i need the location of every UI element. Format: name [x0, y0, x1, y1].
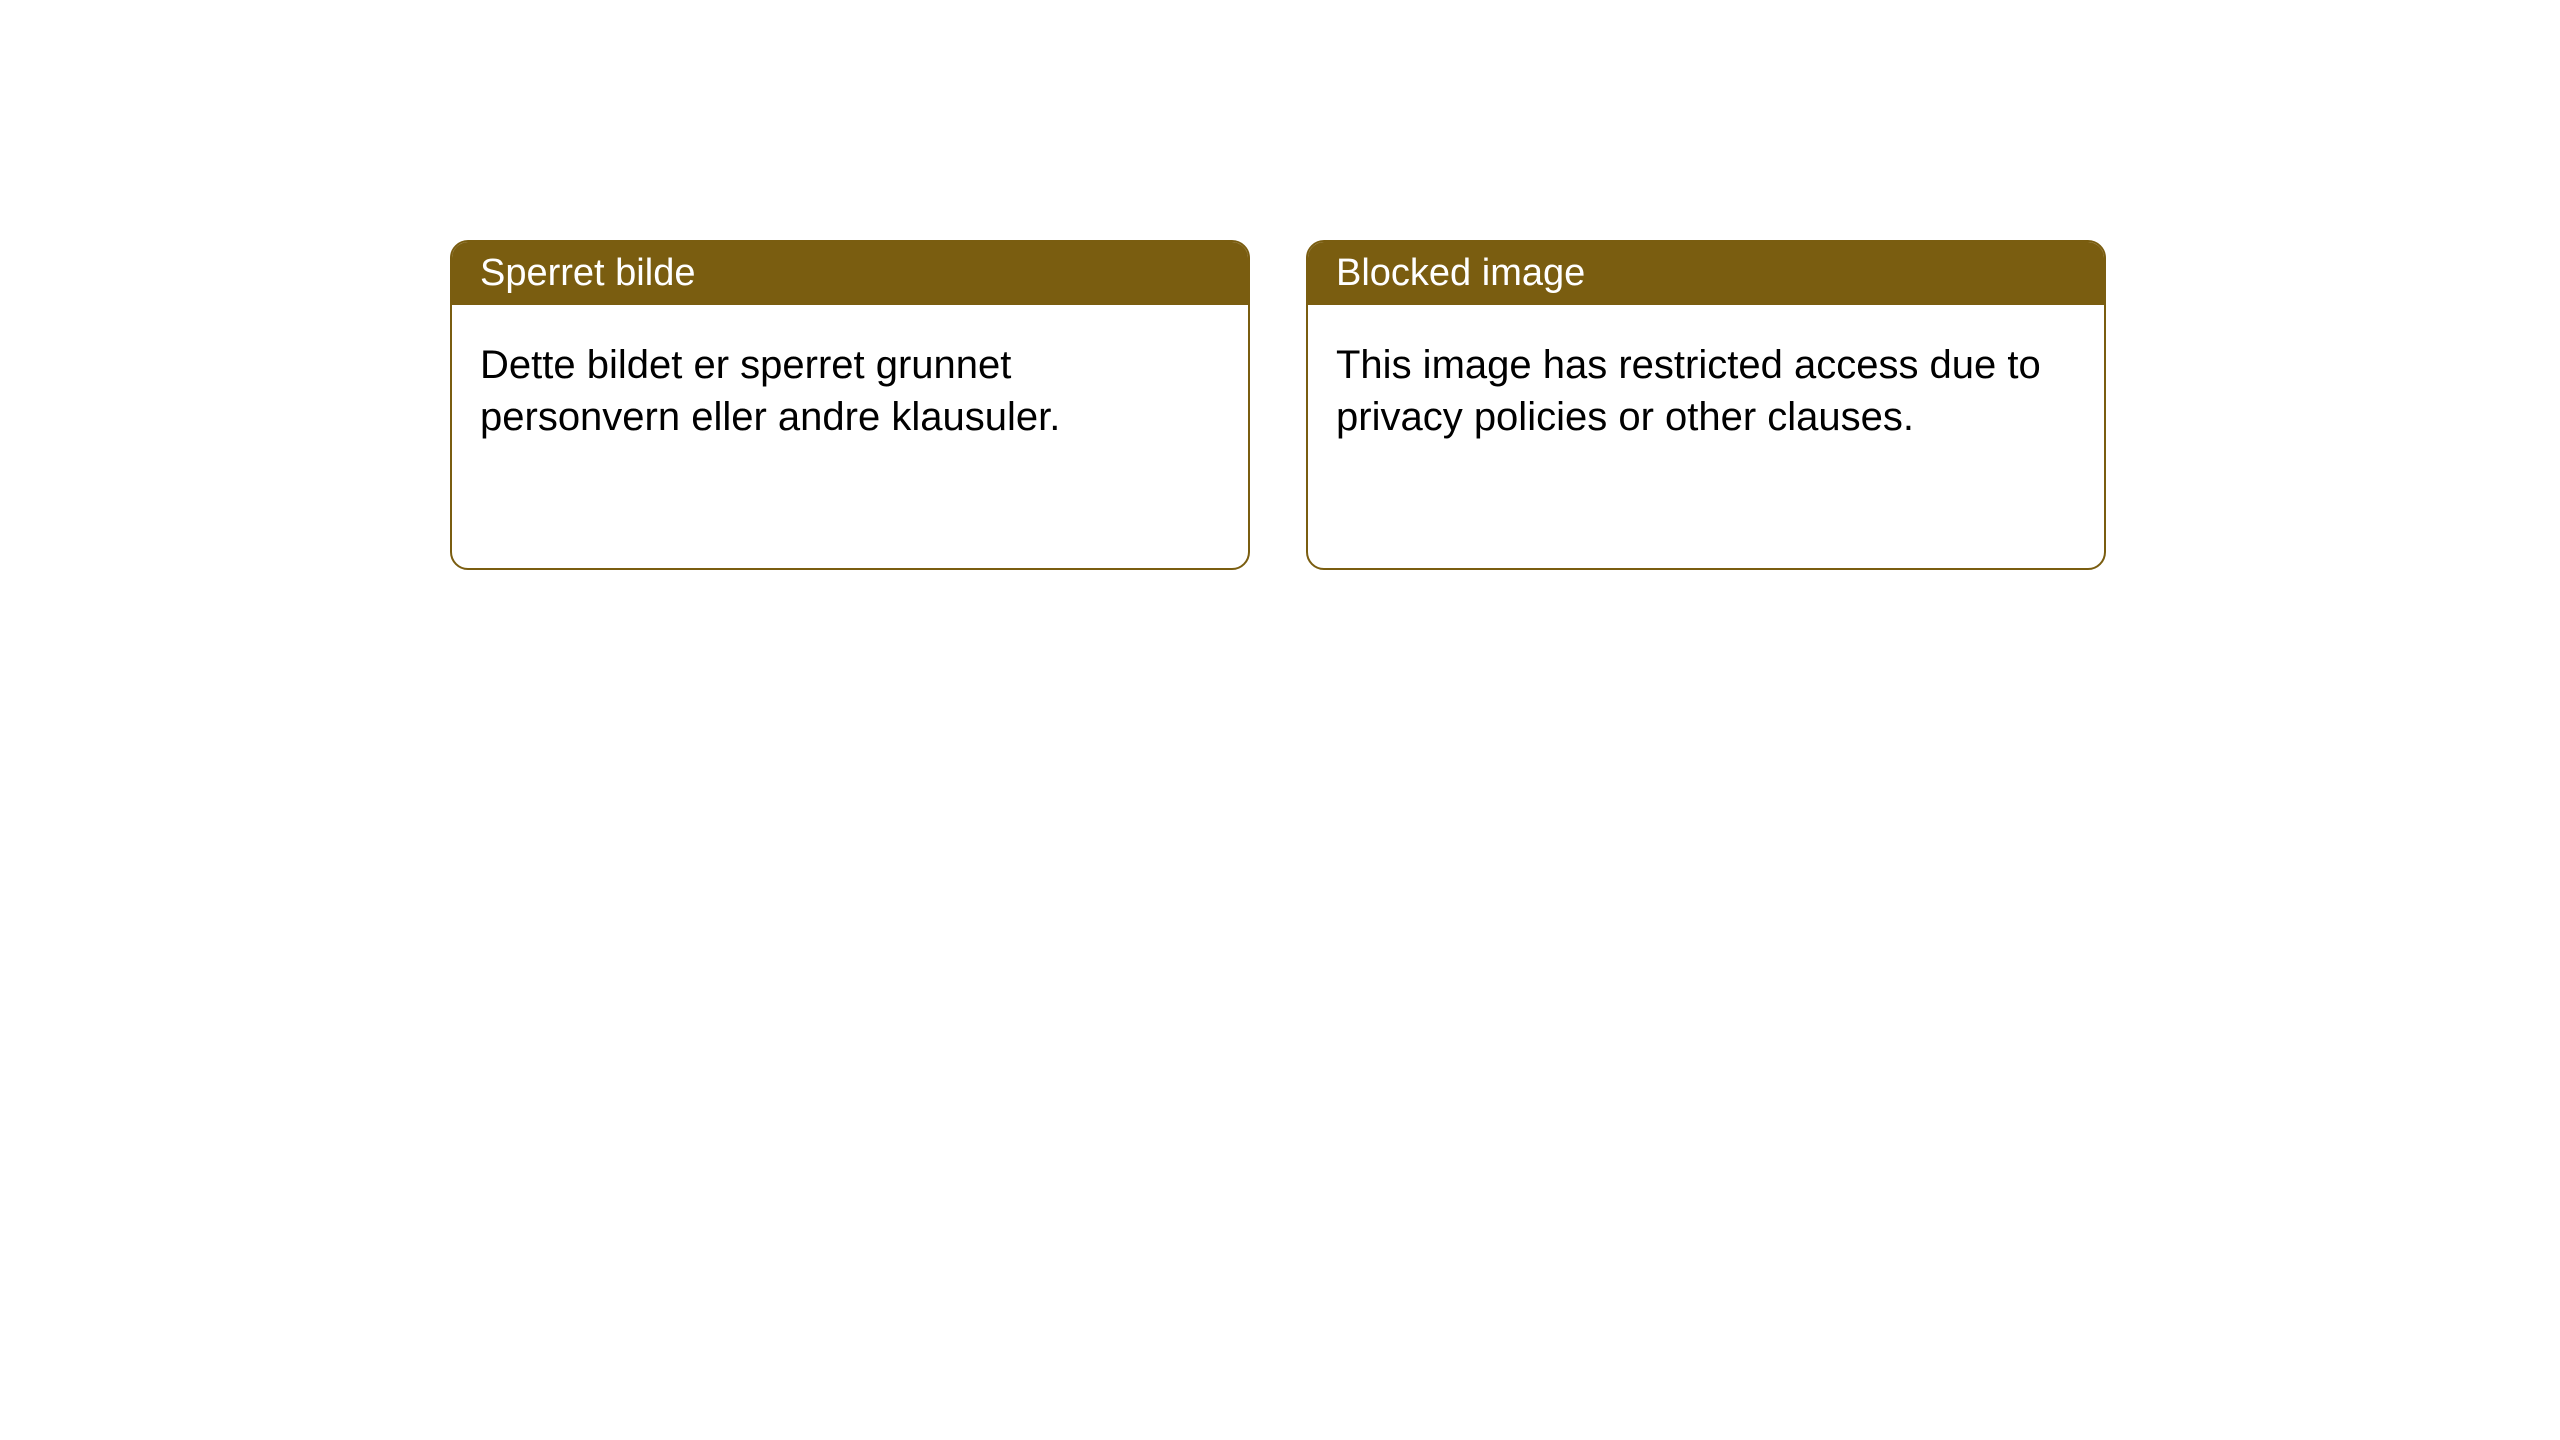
notice-title: Sperret bilde — [480, 252, 695, 294]
notice-text: This image has restricted access due to … — [1336, 343, 2041, 439]
notice-title: Blocked image — [1336, 252, 1585, 294]
notice-container: Sperret bilde Dette bildet er sperret gr… — [0, 0, 2560, 570]
notice-card-english: Blocked image This image has restricted … — [1306, 240, 2106, 570]
notice-header: Sperret bilde — [452, 242, 1248, 305]
notice-header: Blocked image — [1308, 242, 2104, 305]
notice-body: This image has restricted access due to … — [1308, 305, 2104, 477]
notice-card-norwegian: Sperret bilde Dette bildet er sperret gr… — [450, 240, 1250, 570]
notice-body: Dette bildet er sperret grunnet personve… — [452, 305, 1248, 477]
notice-text: Dette bildet er sperret grunnet personve… — [480, 343, 1060, 439]
